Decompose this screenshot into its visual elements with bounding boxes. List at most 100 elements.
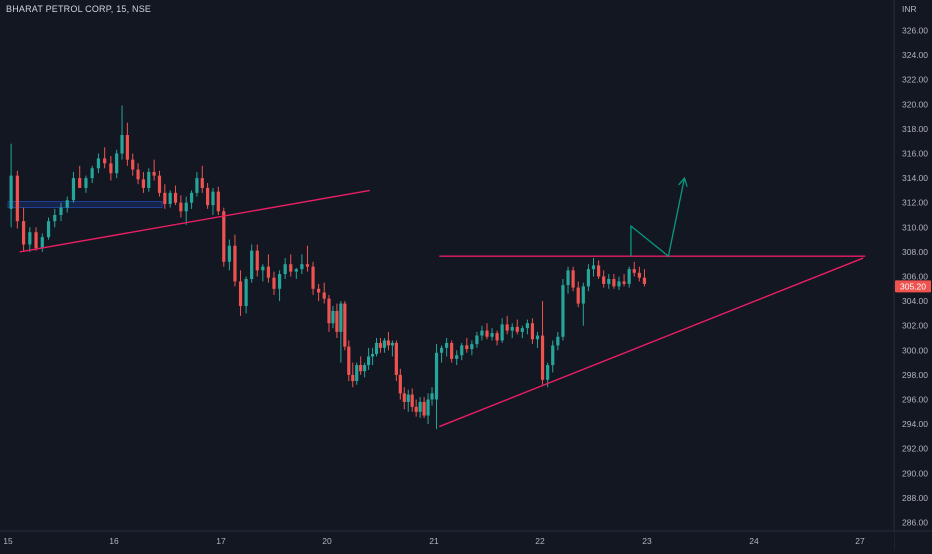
price-tick-label: 312.00 (902, 198, 928, 208)
candle-body (434, 352, 439, 400)
candle-body (184, 202, 188, 212)
candle-body (607, 278, 611, 284)
candle-body (470, 344, 474, 350)
candle-body (305, 264, 310, 267)
candle-body (179, 202, 183, 212)
candle-body (53, 215, 57, 222)
candle-body (289, 264, 293, 272)
candle-body (505, 324, 509, 331)
price-tick-label: 304.00 (902, 296, 928, 306)
candle-body (402, 393, 406, 402)
time-axis[interactable]: 15 16 17 20 21 22 23 24 27 (0, 530, 932, 550)
candle-body (355, 365, 359, 382)
candle-body (465, 345, 469, 350)
candle-body (430, 393, 434, 400)
price-axis[interactable]: INR 326.00 324.00 322.00 320.00 318.00 316.00… (893, 0, 932, 550)
candle-body (632, 269, 636, 273)
candle-body (71, 178, 76, 201)
candle-body (189, 192, 194, 203)
candle-body (445, 342, 449, 348)
candle-body (390, 342, 394, 346)
candle-body (200, 178, 204, 188)
price-tick-label: 300.00 (902, 345, 928, 355)
price-tick-label: 314.00 (902, 173, 928, 183)
candle-body (157, 175, 162, 193)
candle-body (272, 277, 276, 289)
candle-body (642, 277, 647, 284)
candle-body (398, 374, 402, 394)
candle-body (233, 245, 237, 282)
candle-body (450, 342, 454, 359)
time-tick-label: 24 (749, 536, 759, 546)
candle-body (244, 278, 248, 307)
price-tick-label: 294.00 (902, 419, 928, 429)
candle-body (455, 355, 459, 359)
candle-body (591, 265, 596, 270)
candle-body (300, 264, 304, 270)
candle-body (331, 310, 335, 324)
candle-body (426, 399, 430, 416)
candle-body (216, 191, 220, 212)
time-tick-label: 15 (3, 536, 13, 546)
candle-body (311, 266, 315, 289)
candle-body (394, 342, 398, 375)
candle-body (261, 266, 265, 271)
candle-body (96, 158, 101, 169)
last-price-badge (895, 280, 931, 293)
candle-body (571, 270, 575, 288)
candle-body (556, 336, 560, 346)
price-tick-label: 296.00 (902, 395, 928, 405)
candle-body (367, 356, 371, 366)
candle-body (495, 333, 499, 341)
time-tick-label: 22 (535, 536, 545, 546)
candle-body (520, 328, 524, 332)
price-tick-label: 302.00 (902, 321, 928, 331)
candle-body (46, 221, 51, 238)
candle-body (422, 401, 426, 416)
time-axis-bg (0, 531, 894, 550)
candle-body (410, 394, 414, 407)
candle-body (637, 272, 641, 278)
time-tick-label: 16 (109, 536, 119, 546)
candle-body (622, 281, 626, 284)
candle-body (255, 250, 259, 271)
candle-body (294, 269, 298, 272)
candle-body (168, 192, 172, 204)
ascending-support-line[interactable] (439, 257, 864, 428)
candle-body (163, 192, 167, 204)
price-tick-label: 306.00 (902, 272, 928, 282)
candle-body (59, 207, 63, 215)
last-price-label: 305.20 (900, 281, 926, 291)
candle-body (378, 342, 383, 348)
candle-body (418, 401, 422, 412)
candle-body (9, 175, 13, 209)
rising-trendline[interactable] (19, 189, 370, 253)
candle-body (612, 278, 616, 287)
projection-path[interactable] (630, 177, 686, 258)
candle-body (460, 345, 464, 356)
candle-body (317, 288, 321, 293)
candle-body (490, 333, 494, 337)
price-tick-label: 292.00 (902, 444, 928, 454)
candle-body (195, 178, 199, 193)
trendlines-layer[interactable] (19, 176, 866, 428)
candle-body (131, 159, 135, 170)
candle-body (546, 365, 550, 380)
price-tick-label: 316.00 (902, 149, 928, 159)
candle-body (374, 342, 379, 354)
price-tick-label: 286.00 (902, 518, 928, 528)
candle-body (480, 330, 484, 336)
price-tick-label: 326.00 (902, 26, 928, 36)
candle-body (363, 365, 367, 372)
candle-body (28, 232, 32, 245)
candle-body (222, 211, 226, 262)
price-tick-label: 324.00 (902, 50, 928, 60)
demand-zone-box[interactable] (7, 201, 163, 209)
candle-body (90, 168, 94, 179)
candle-body (566, 270, 570, 286)
time-tick-label: 23 (642, 536, 652, 546)
candle-body (406, 394, 410, 402)
candle-body (351, 374, 355, 382)
